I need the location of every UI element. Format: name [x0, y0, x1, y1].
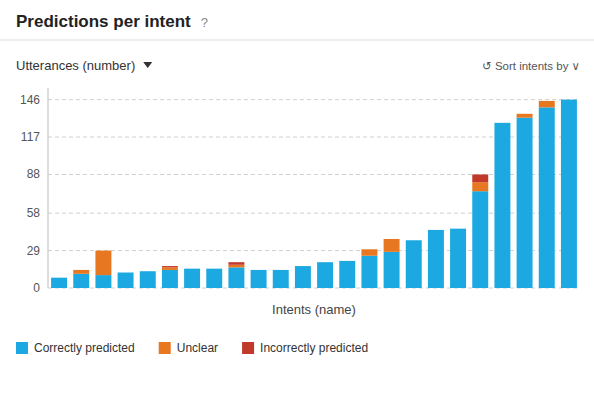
annotation: ? [201, 15, 208, 30]
title: Predictions per intent [16, 12, 191, 31]
legend-swatch [159, 342, 171, 354]
bar-segment [317, 262, 333, 288]
bar-segment [95, 275, 111, 288]
bar-segment [539, 107, 555, 288]
bar-segment [140, 271, 156, 272]
bar-segment [561, 99, 577, 100]
bar-segment [95, 250, 111, 251]
bar-segment [561, 99, 577, 100]
bar-segment [295, 266, 311, 267]
bar-segment [317, 262, 333, 263]
bar-segment [339, 261, 355, 288]
bar-segment [406, 240, 422, 241]
bar-segment [228, 265, 244, 268]
bar-segment [228, 262, 244, 265]
bar-segment [162, 267, 178, 270]
bar-segment [51, 277, 67, 278]
bar-segment [162, 266, 178, 267]
bar-segment [118, 273, 134, 288]
grid-line [48, 99, 580, 100]
bar-segment [251, 270, 267, 288]
bar-segment [539, 101, 555, 107]
bar-segment [140, 271, 156, 272]
legend: Correctly predicted Unclear Incorrectly pr… [16, 341, 368, 355]
bar-segment [273, 269, 289, 270]
bar-segment [51, 277, 67, 278]
bar-segment [162, 270, 178, 288]
bar-segment [450, 228, 466, 229]
legend-swatch [16, 342, 28, 354]
bar-segment [428, 230, 444, 288]
bar-segment [118, 272, 134, 273]
bar-segment [361, 256, 377, 288]
bar-segment [206, 268, 222, 269]
bar-segment [140, 271, 156, 288]
bar-segment [361, 249, 377, 250]
y-tick-label: 146 [20, 93, 40, 107]
bars [51, 100, 577, 288]
bar-segment [184, 269, 200, 288]
bar-segment [517, 113, 533, 114]
bar-segment [295, 266, 311, 288]
bar-segment [406, 240, 422, 241]
bar-segment [51, 278, 67, 288]
bar-segment [494, 122, 510, 123]
bar-segment [472, 191, 488, 288]
y-tick-label: 0 [33, 281, 40, 295]
bar-segment [251, 269, 267, 270]
bar-segment [428, 229, 444, 230]
legend-entry: Correctly predicted [34, 341, 135, 355]
bar-segment [118, 272, 134, 273]
dropdown-arrow [143, 62, 152, 68]
bar-segment [206, 268, 222, 269]
bar-segment [494, 123, 510, 288]
grid [48, 100, 580, 288]
legend-swatch [242, 342, 254, 354]
legend-entry: Unclear [177, 341, 218, 355]
bar-segment [384, 238, 400, 239]
annotation: ↺ Sort intents by ∨ [482, 60, 580, 72]
bar-segment [206, 269, 222, 288]
bar-segment [450, 228, 466, 229]
bar-segment [472, 174, 488, 182]
y-tick-label: 58 [27, 206, 41, 220]
bar-segment [184, 268, 200, 269]
bar-segment [517, 118, 533, 288]
bar-segment [251, 269, 267, 270]
bar-segment [73, 269, 89, 270]
y-tick-label: 29 [27, 244, 41, 258]
bar-segment [339, 260, 355, 261]
bar-segment [384, 239, 400, 252]
y-axis-line [48, 88, 49, 288]
x-axis-label: Intents (name) [272, 302, 356, 317]
bar-segment [561, 100, 577, 288]
separator [0, 40, 594, 41]
bar-segment [184, 268, 200, 269]
y-tick-label: 117 [21, 130, 40, 144]
bar-segment [517, 114, 533, 118]
bar-segment [273, 269, 289, 270]
y-tick-label: 88 [27, 167, 41, 181]
bar-segment [406, 240, 422, 288]
bar-segment [450, 229, 466, 288]
chart: Predictions per intent? Utterances (numbe… [0, 0, 594, 407]
bar-segment [228, 267, 244, 288]
legend-entry: Incorrectly predicted [260, 341, 368, 355]
bar-segment [295, 266, 311, 267]
bar-segment [384, 252, 400, 288]
bar-segment [539, 100, 555, 101]
bar-segment [472, 182, 488, 191]
y-axis-label: Utterances (number) [16, 58, 135, 73]
bar-segment [317, 262, 333, 263]
bar-segment [73, 274, 89, 288]
bar-segment [361, 249, 377, 255]
bar-segment [428, 229, 444, 230]
bar-segment [73, 270, 89, 274]
bar-segment [339, 260, 355, 261]
bar-segment [95, 251, 111, 276]
bar-segment [494, 122, 510, 123]
bar-segment [273, 270, 289, 288]
